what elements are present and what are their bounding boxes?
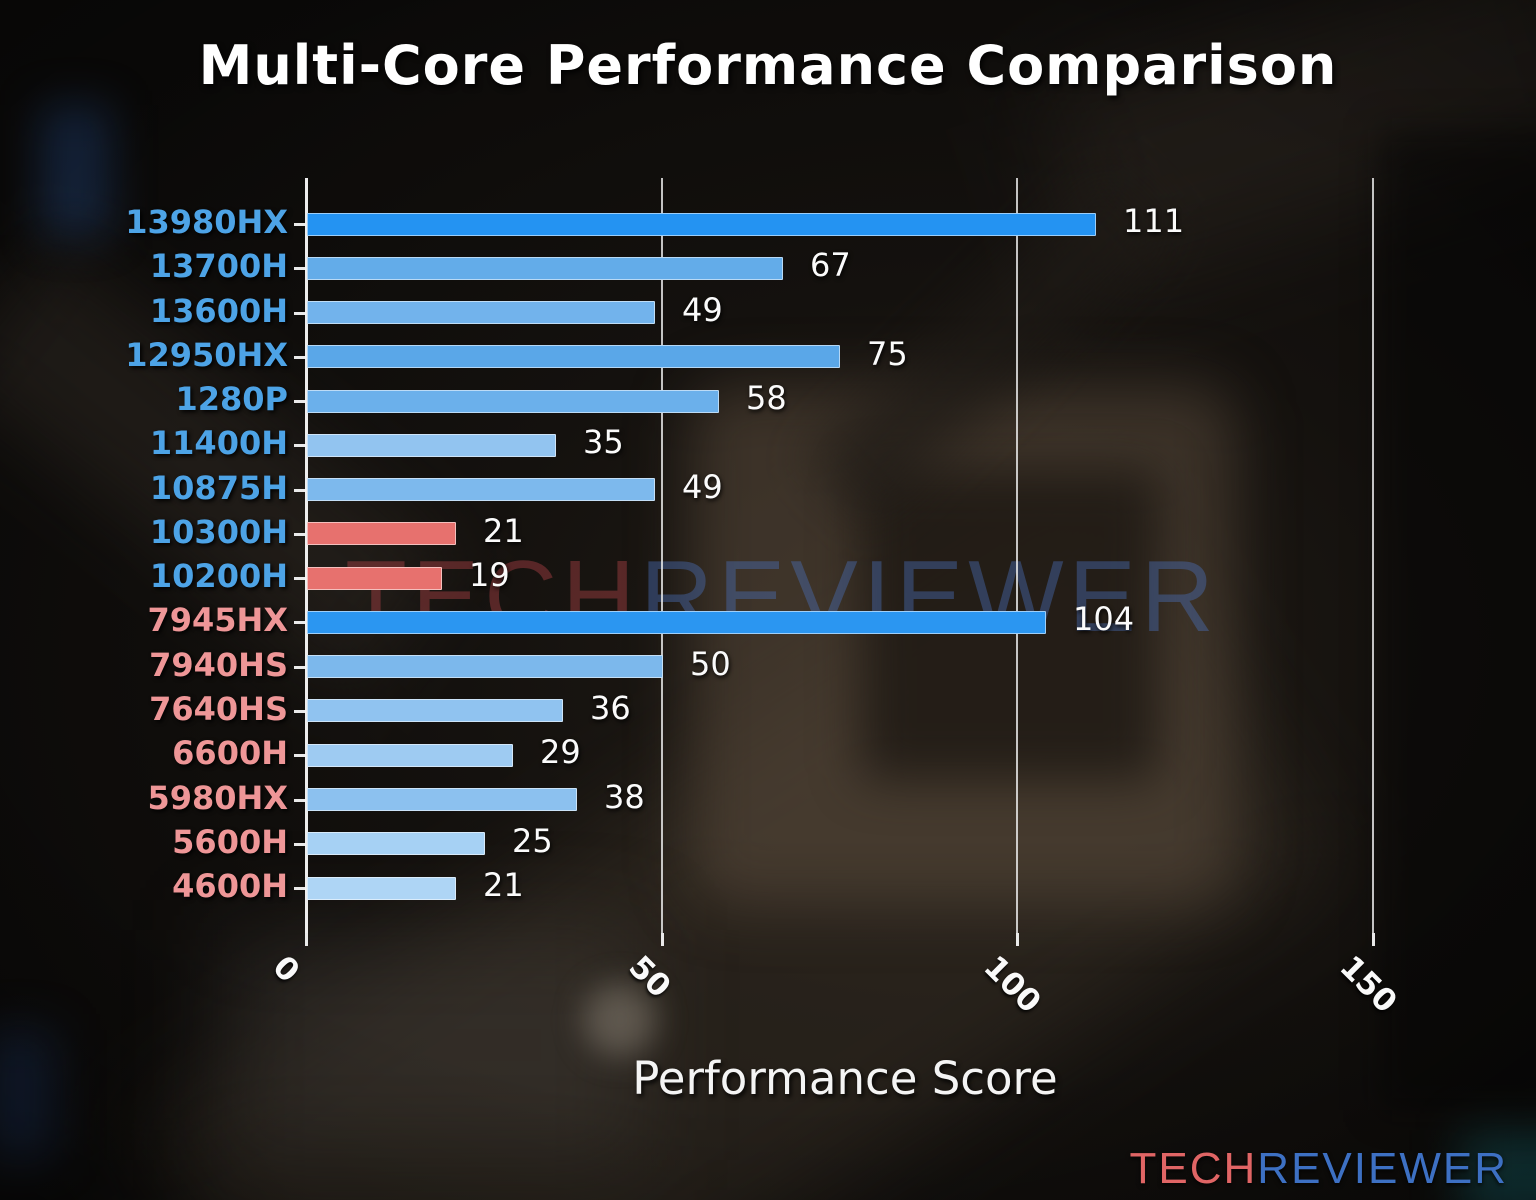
bar-value-6600h: 29 [540,733,581,772]
y-tick-mark [294,798,306,802]
row-label-7945hx: 7945HX [147,601,288,640]
y-tick-mark [294,887,306,891]
bar-10875h [307,478,655,501]
gridline-x150 [1371,178,1374,933]
y-tick-mark [294,488,306,492]
row-label-13700h: 13700H [149,247,288,286]
x-tick-mark [305,933,308,946]
background-blue-tint [40,105,110,235]
bar-1280p [307,390,719,413]
row-label-13600h: 13600H [149,291,288,330]
bar-value-10875h: 49 [682,467,723,506]
y-tick-mark [294,311,306,315]
background-blue-tint [0,1030,55,1160]
bar-12950hx [307,345,840,368]
row-label-4600h: 4600H [172,867,288,906]
bar-5980hx [307,788,577,811]
bar-value-11400h: 35 [583,423,624,462]
x-tick-mark [660,933,664,946]
y-tick-mark [294,754,306,758]
bar-value-10300h: 21 [483,511,524,550]
chart-title: Multi-Core Performance Comparison [198,34,1338,97]
bar-7945hx [307,611,1046,634]
bar-5600h [307,832,485,855]
y-tick-mark [294,665,306,669]
y-tick-mark [294,444,306,448]
bar-value-1280p: 58 [746,379,787,418]
y-tick-mark [294,621,306,625]
brand-logo-tech: TECH [1129,1144,1258,1193]
gridline-x100 [1016,178,1018,933]
row-label-6600h: 6600H [172,734,288,773]
background-teal-tint [1462,1130,1536,1200]
x-tick-mark [1371,933,1375,946]
row-label-11400h: 11400H [149,424,288,463]
y-tick-mark [294,267,306,271]
y-tick-mark [294,577,306,581]
brand-logo: TECHREVIEWER [1130,1144,1508,1194]
gridline-x50 [660,178,663,933]
bar-4600h [307,877,456,900]
background-dark-area [1380,130,1536,1110]
bar-value-13700h: 67 [810,246,851,285]
row-label-10200h: 10200H [149,557,288,596]
bar-11400h [307,434,556,457]
row-label-5980hx: 5980HX [147,778,288,817]
y-tick-mark [294,223,306,226]
x-axis-label: Performance Score [632,1052,1058,1105]
bar-value-5980hx: 38 [604,777,645,816]
bar-value-7940hs: 50 [690,644,731,683]
bar-7640hs [307,699,563,722]
row-label-1280p: 1280P [175,380,288,419]
y-tick-mark [294,355,306,359]
row-label-10875h: 10875H [149,468,288,507]
background-screw-blur [583,983,657,1057]
background-blur-shape [220,930,640,1160]
bar-value-4600h: 21 [483,866,524,905]
row-label-13980hx: 13980HX [125,203,288,241]
bar-value-10200h: 19 [469,556,510,595]
brand-logo-reviewer: REVIEWER [1257,1144,1508,1193]
bar-value-13980hx: 111 [1123,202,1185,240]
bar-value-13600h: 49 [682,290,723,329]
bar-value-5600h: 25 [512,821,553,860]
row-label-5600h: 5600H [172,822,288,861]
row-label-10300h: 10300H [149,512,288,551]
bar-13980hx [307,213,1096,236]
bar-7940hs [307,655,663,678]
y-tick-mark [294,842,306,846]
y-tick-mark [294,400,306,404]
y-tick-mark [294,709,306,713]
bar-value-12950hx: 75 [867,334,908,373]
bar-value-7640hs: 36 [590,688,631,727]
bar-13600h [307,301,655,324]
row-label-7940hs: 7940HS [149,645,288,684]
bar-10200h [307,567,442,590]
row-label-12950hx: 12950HX [125,335,288,374]
row-label-7640hs: 7640HS [149,689,288,728]
bar-13700h [307,257,783,280]
bar-10300h [307,522,456,545]
y-axis-line [305,178,308,933]
y-tick-mark [294,532,306,536]
bar-value-7945hx: 104 [1073,600,1135,639]
x-tick-mark [1016,933,1019,946]
bar-6600h [307,744,513,767]
